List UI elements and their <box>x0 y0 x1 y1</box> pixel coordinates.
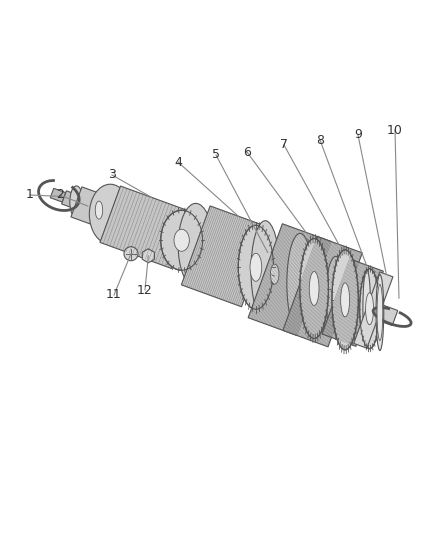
Ellipse shape <box>363 270 371 346</box>
Text: 6: 6 <box>243 146 251 158</box>
Polygon shape <box>322 259 383 346</box>
Ellipse shape <box>92 194 106 226</box>
Text: 7: 7 <box>280 139 288 151</box>
Ellipse shape <box>238 225 273 309</box>
Polygon shape <box>50 188 66 202</box>
Polygon shape <box>354 272 393 348</box>
Polygon shape <box>100 186 192 269</box>
Ellipse shape <box>174 229 189 251</box>
Ellipse shape <box>89 184 131 244</box>
Ellipse shape <box>161 210 202 270</box>
Text: 4: 4 <box>174 156 182 168</box>
Ellipse shape <box>250 253 262 281</box>
Ellipse shape <box>366 293 374 325</box>
Ellipse shape <box>287 233 313 334</box>
Ellipse shape <box>267 256 283 292</box>
Polygon shape <box>76 195 131 229</box>
Ellipse shape <box>341 283 350 317</box>
Ellipse shape <box>240 247 256 282</box>
Text: 2: 2 <box>56 189 64 201</box>
Ellipse shape <box>270 264 279 284</box>
Ellipse shape <box>300 239 328 338</box>
Text: 9: 9 <box>354 128 362 141</box>
Ellipse shape <box>326 256 346 336</box>
Polygon shape <box>283 237 362 347</box>
Ellipse shape <box>178 204 213 287</box>
Text: 3: 3 <box>108 168 116 182</box>
Text: 8: 8 <box>316 133 324 147</box>
Ellipse shape <box>309 271 319 305</box>
Polygon shape <box>62 191 82 209</box>
Polygon shape <box>71 187 104 225</box>
Ellipse shape <box>377 285 383 341</box>
Text: 1: 1 <box>26 189 34 201</box>
Text: 12: 12 <box>137 284 153 296</box>
Text: 11: 11 <box>106 288 122 302</box>
Ellipse shape <box>95 201 102 219</box>
Polygon shape <box>248 224 331 335</box>
Text: 10: 10 <box>387 124 403 136</box>
Ellipse shape <box>251 221 279 321</box>
Text: 5: 5 <box>212 149 220 161</box>
Ellipse shape <box>70 186 83 218</box>
Ellipse shape <box>376 274 384 351</box>
Polygon shape <box>181 206 270 307</box>
Circle shape <box>124 247 138 261</box>
Ellipse shape <box>360 269 379 349</box>
Polygon shape <box>125 213 398 326</box>
Polygon shape <box>142 249 154 263</box>
Polygon shape <box>242 248 281 291</box>
Ellipse shape <box>332 250 358 350</box>
